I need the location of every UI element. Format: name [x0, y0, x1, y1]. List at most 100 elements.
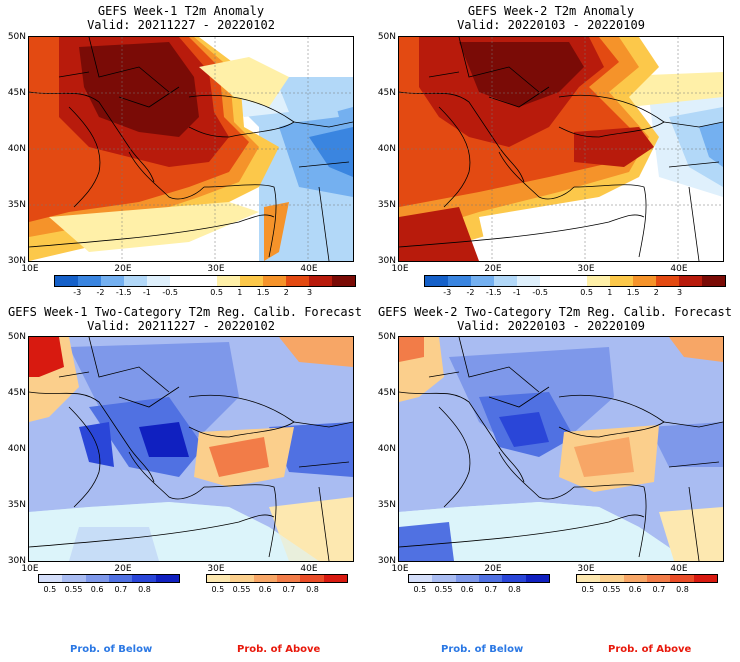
below-colorbar-labels: 0.5 0.55 0.6 0.7 0.8: [408, 585, 550, 595]
colorbar-label: 1: [237, 288, 243, 297]
panel-valid-date: Valid: 20211227 - 20220102: [87, 18, 275, 32]
lon-label: 40E: [300, 564, 318, 574]
probability-map: [398, 336, 724, 562]
colorbar-label: -1.5: [115, 288, 132, 297]
lat-label: 50N: [377, 32, 396, 42]
colorbar-segment: [78, 276, 102, 286]
colorbar-label: 0.7: [652, 585, 666, 594]
colorbar-segment: [216, 276, 240, 286]
colorbar-segment: [586, 276, 610, 286]
probability-map: [28, 336, 354, 562]
colorbar-label: 0.5: [43, 585, 57, 594]
colorbar-segment: [432, 575, 456, 582]
lon-label: 10E: [21, 264, 39, 274]
colorbar-segment: [170, 276, 194, 286]
colorbar-segment: [448, 276, 472, 286]
colorbar-segment: [425, 276, 449, 286]
panel-week1-probability: GEFS Week-1 Two-Category T2m Reg. Calib.…: [0, 300, 370, 600]
lat-label: 50N: [7, 32, 26, 42]
panel-valid-date: Valid: 20220103 - 20220109: [457, 18, 645, 32]
colorbar-label: 0.55: [602, 585, 621, 594]
colorbar-label: 0.5: [210, 288, 223, 297]
anomaly-colorbar-labels: -3 -2 -1.5 -1 -0.5 0.5 1 1.5 2 3: [424, 288, 726, 298]
colorbar-label: -1.5: [485, 288, 502, 297]
colorbar-label: -2: [466, 288, 475, 297]
colorbar-segment: [262, 276, 286, 286]
colorbar-label: -1: [512, 288, 521, 297]
colorbar-segment: [39, 575, 63, 582]
colorbar-label: 2: [283, 288, 289, 297]
lon-label: 30E: [207, 564, 225, 574]
colorbar-label: 0.5: [413, 585, 427, 594]
colorbar-segment: [655, 276, 679, 286]
anomaly-colorbar: [424, 275, 726, 287]
prob-below-label: Prob. of Below: [441, 644, 524, 655]
panel-valid-date: Valid: 20211227 - 20220102: [87, 319, 275, 333]
colorbar-label: 0.55: [434, 585, 453, 594]
below-colorbar: [38, 574, 180, 583]
lat-label: 30N: [7, 256, 26, 266]
colorbar-label: 0.8: [508, 585, 521, 594]
lon-label: 10E: [391, 564, 409, 574]
colorbar-segment: [494, 276, 518, 286]
above-colorbar: [576, 574, 718, 583]
lat-label: 35N: [377, 500, 396, 510]
colorbar-segment: [563, 276, 587, 286]
above-colorbar-labels: 0.5 0.55 0.6 0.7 0.8: [576, 585, 718, 595]
colorbar-label: 0.6: [258, 585, 272, 594]
colorbar-segment: [300, 575, 324, 582]
colorbar-segment: [285, 276, 309, 286]
anomaly-colorbar: [54, 275, 356, 287]
colorbar-segment: [670, 575, 694, 582]
colorbar-label: 1.5: [256, 288, 270, 297]
colorbar-segment: [409, 575, 433, 582]
colorbar-segment: [62, 575, 86, 582]
colorbar-label: 1: [607, 288, 613, 297]
lat-label: 50N: [377, 332, 396, 342]
colorbar-label: 0.7: [484, 585, 498, 594]
lon-label: 40E: [670, 264, 688, 274]
lat-label: 40N: [7, 144, 26, 154]
colorbar-segment: [108, 575, 133, 582]
lon-label: 20E: [114, 264, 132, 274]
colorbar-label: 0.7: [114, 585, 128, 594]
colorbar-label: 0.55: [64, 585, 83, 594]
panel-title: GEFS Week-1 Two-Category T2m Reg. Calib.…: [7, 305, 362, 319]
colorbar-label: 0.8: [306, 585, 319, 594]
colorbar-segment: [701, 276, 726, 286]
lon-label: 40E: [670, 564, 688, 574]
colorbar-segment: [147, 276, 171, 286]
colorbar-label: 1.5: [626, 288, 640, 297]
colorbar-segment: [455, 575, 479, 582]
colorbar-segment: [540, 276, 564, 286]
colorbar-segment: [632, 276, 656, 286]
panel-valid-date: Valid: 20220103 - 20220109: [457, 319, 645, 333]
colorbar-label: 3: [306, 288, 313, 297]
colorbar-segment: [55, 276, 79, 286]
colorbar-label: -3: [73, 288, 82, 297]
colorbar-label: -0.5: [532, 288, 548, 297]
colorbar-label: 2: [653, 288, 659, 297]
lon-label: 30E: [207, 264, 225, 274]
colorbar-segment: [323, 575, 347, 582]
lat-label: 40N: [377, 144, 396, 154]
colorbar-label: -3: [443, 288, 452, 297]
panel-title: GEFS Week-2 Two-Category T2m Reg. Calib.…: [377, 305, 732, 319]
below-colorbar: [408, 574, 550, 583]
lat-label: 30N: [377, 556, 396, 566]
colorbar-label: -0.5: [162, 288, 178, 297]
colorbar-segment: [525, 575, 549, 582]
colorbar-label: -1: [142, 288, 151, 297]
anomaly-map: [398, 36, 724, 262]
colorbar-segment: [331, 276, 356, 286]
above-colorbar-labels: 0.5 0.55 0.6 0.7 0.8: [206, 585, 348, 595]
lat-label: 45N: [7, 388, 26, 398]
lat-label: 45N: [7, 88, 26, 98]
lon-label: 10E: [21, 564, 39, 574]
colorbar-segment: [471, 276, 495, 286]
colorbar-label: 0.5: [580, 288, 593, 297]
colorbar-segment: [577, 575, 601, 582]
lat-label: 40N: [7, 444, 26, 454]
colorbar-segment: [623, 575, 647, 582]
lat-label: 45N: [377, 88, 396, 98]
